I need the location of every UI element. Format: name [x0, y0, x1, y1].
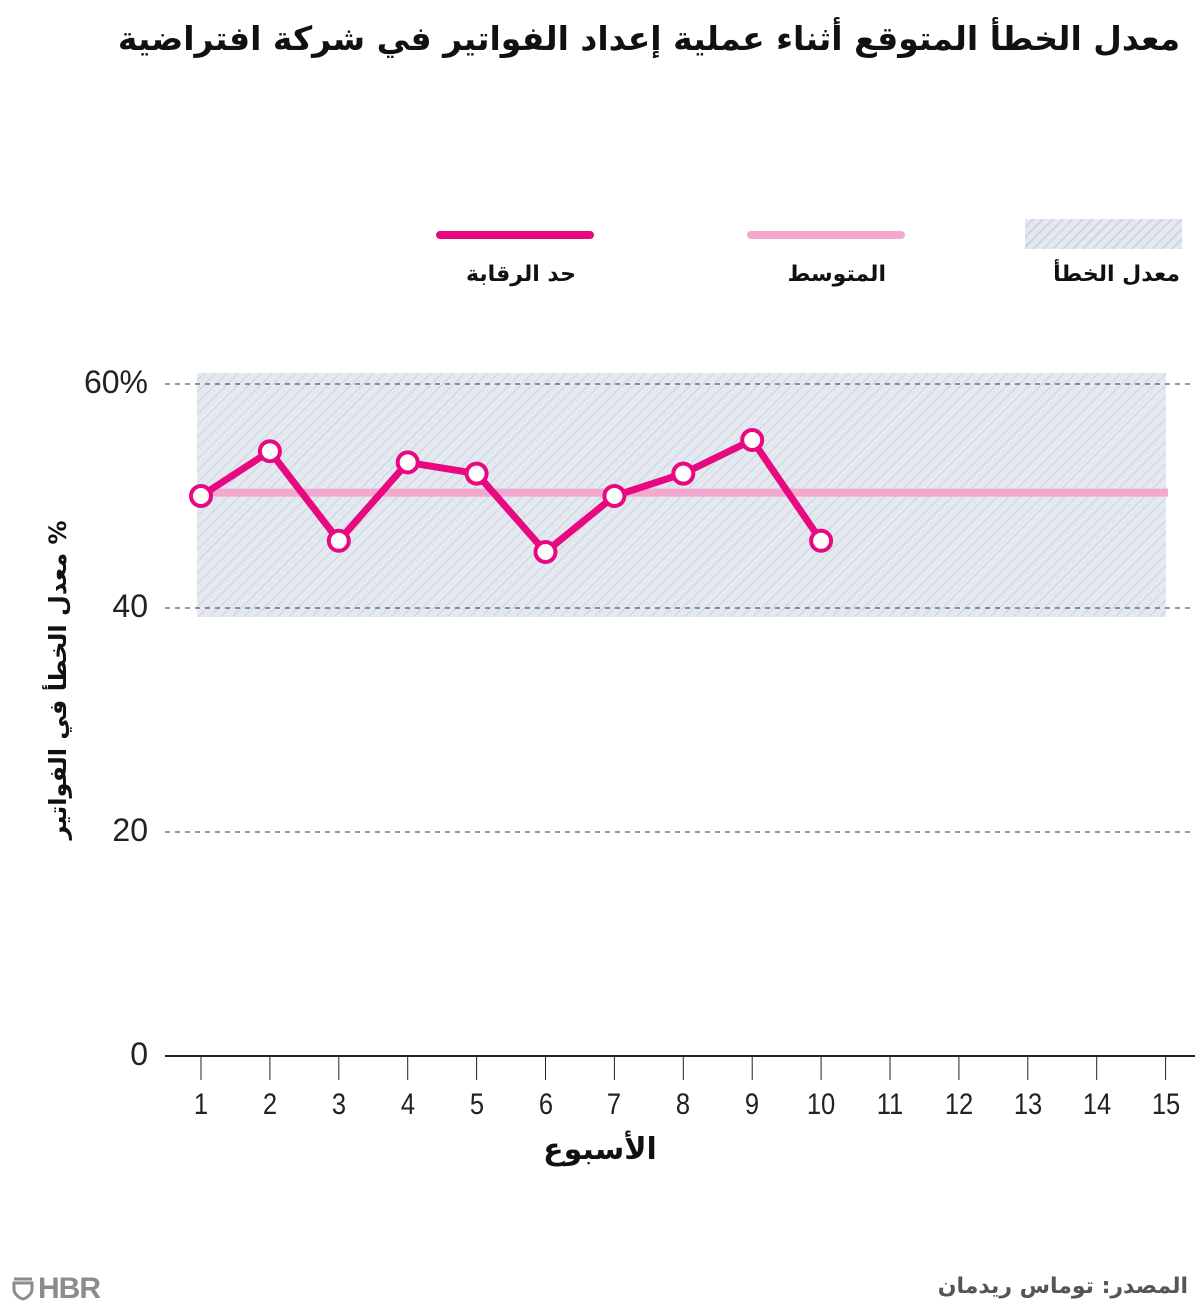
x-tick-15: 15 [1151, 1088, 1180, 1121]
control-limit-line [199, 436, 824, 556]
chart-title: معدل الخطأ المتوقع أثناء عملية إعداد الف… [117, 19, 1180, 58]
legend-average-swatch [747, 231, 905, 239]
shield-icon [12, 1277, 34, 1301]
x-tick-10: 10 [806, 1088, 836, 1121]
hbr-logo: HBR [12, 1272, 101, 1306]
data-point-week-5 [464, 461, 489, 486]
legend-band-swatch [1025, 219, 1182, 249]
x-tick-13: 13 [1013, 1088, 1042, 1121]
x-tick-9: 9 [745, 1088, 760, 1121]
y-tick-0: 0 [130, 1036, 148, 1072]
x-tick-8: 8 [676, 1088, 691, 1121]
x-tick-6: 6 [538, 1088, 553, 1121]
data-point-week-2 [257, 439, 282, 464]
data-point-week-10 [809, 528, 834, 553]
x-tick-4: 4 [400, 1088, 415, 1121]
gridlines [165, 383, 1190, 833]
legend-label-error-rate: معدل الخطأ [1053, 262, 1180, 287]
x-tick-1: 1 [193, 1088, 209, 1121]
x-axis-label: الأسبوع [543, 1132, 657, 1167]
x-tick-3: 3 [331, 1088, 346, 1121]
y-axis-label: % معدل الخطأ في الفواتير [44, 520, 72, 840]
x-axis-ticks [200, 1056, 1167, 1080]
legend-label-average: المتوسط [787, 262, 886, 287]
x-tick-12: 12 [944, 1088, 974, 1121]
x-tick-5: 5 [469, 1088, 484, 1121]
y-tick-20: 20 [112, 812, 148, 848]
source-note: المصدر: توماس ريدمان [937, 1274, 1188, 1299]
data-point-week-4 [395, 450, 420, 475]
legend-label-control-limit: حد الرقابة [466, 262, 576, 287]
data-points [189, 428, 834, 564]
y-tick-40: 40 [112, 588, 148, 624]
data-point-week-6 [533, 540, 558, 564]
x-tick-14: 14 [1082, 1088, 1111, 1121]
logo-text: HBR [38, 1272, 101, 1305]
data-point-week-3 [326, 528, 351, 553]
data-point-week-1 [189, 484, 213, 508]
x-tick-11: 11 [876, 1088, 904, 1121]
data-point-week-8 [671, 461, 696, 486]
data-point-week-9 [740, 428, 765, 452]
y-tick-60: 60% [83, 364, 148, 400]
x-tick-7: 7 [607, 1088, 622, 1121]
data-point-week-7 [602, 484, 627, 508]
x-tick-2: 2 [262, 1088, 277, 1121]
legend-control-limit-swatch [436, 231, 594, 239]
